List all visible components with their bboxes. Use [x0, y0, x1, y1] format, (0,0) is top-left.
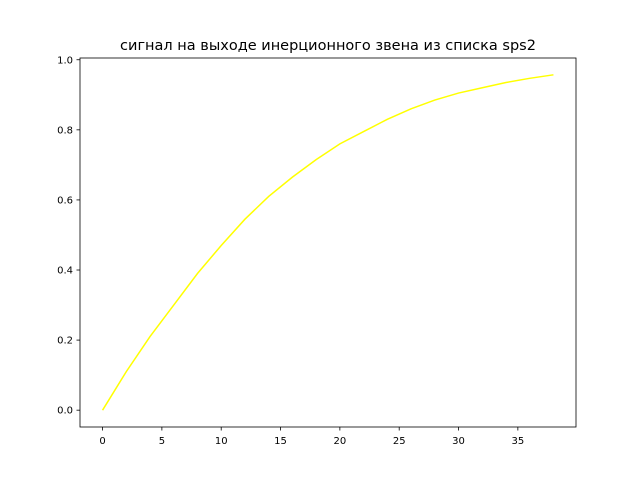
series-line-0: [101, 74, 554, 411]
x-tick-label: 35: [511, 436, 524, 447]
x-tick-label: 30: [452, 436, 465, 447]
y-tick-label: 0.2: [57, 336, 73, 347]
x-tick-label: 10: [215, 436, 228, 447]
axes-frame: [79, 57, 577, 428]
x-tick-label: 0: [99, 436, 105, 447]
y-tick-label: 1.0: [57, 55, 73, 66]
x-tick-label: 5: [159, 436, 165, 447]
x-tick-label: 25: [393, 436, 406, 447]
x-tick-label: 15: [274, 436, 287, 447]
y-tick-label: 0.8: [57, 125, 73, 136]
y-tick-label: 0.0: [57, 406, 73, 417]
y-tick-label: 0.4: [57, 266, 73, 277]
plot-area: 0 5 10 15 20 25 30 35 0.0 0.2 0.4 0.6 0.8 1.0: [57, 55, 577, 447]
chart-title: сигнал на выходе инерционного звена из с…: [120, 38, 536, 54]
y-tick-label: 0.6: [57, 195, 73, 206]
x-tick-label: 20: [333, 436, 346, 447]
